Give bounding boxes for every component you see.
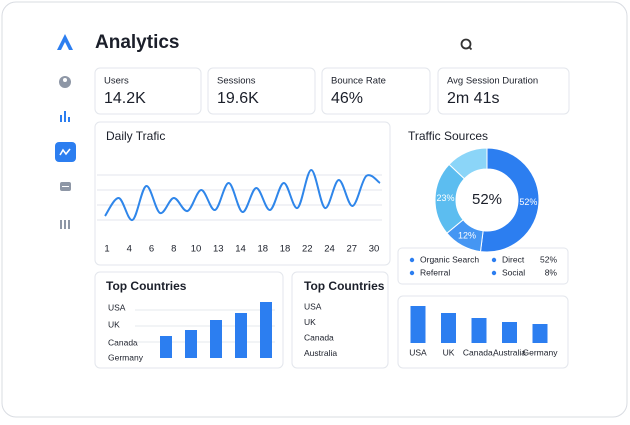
x-tick-label: 6 (149, 244, 154, 255)
bar (185, 330, 197, 358)
logo (57, 34, 73, 50)
card-title: Top Countries (304, 279, 385, 293)
card-title: Top Countries (106, 279, 187, 293)
legend-value: 52% (540, 254, 557, 264)
x-tick-label: 14 (235, 244, 246, 255)
x-tick-label: Canada, (463, 347, 495, 357)
row-label: UK (108, 319, 120, 329)
bar (410, 306, 426, 343)
kpi-card (94, 67, 202, 115)
legend-dot (409, 257, 415, 263)
donut-segment (448, 147, 488, 180)
legend-dot (409, 270, 415, 276)
legend-value: 8% (545, 267, 558, 277)
sidebar (55, 76, 76, 229)
x-tick-label: USA (409, 347, 427, 357)
card-title: Daily Trafic (106, 129, 165, 143)
x-tick-label: 18 (257, 244, 268, 255)
bar (235, 313, 247, 358)
kpi-card (321, 67, 431, 115)
x-tick-label: 13 (213, 244, 224, 255)
nav-profile[interactable] (59, 76, 71, 88)
bar (160, 336, 172, 358)
legend-label: Social (502, 267, 525, 277)
row-label: Germany (108, 352, 144, 362)
bar (502, 322, 517, 343)
kpi-value: 19.6K (217, 90, 259, 107)
row-label: USA (108, 302, 126, 312)
legend-label: Organic Search (420, 254, 479, 264)
bar (210, 320, 222, 358)
legend-dot (491, 270, 497, 276)
card-title: Traffic Sources (408, 129, 488, 143)
legend-label: Referral (420, 267, 450, 277)
nav-settings[interactable] (60, 220, 70, 229)
kpi-label: Avg Session Duration (447, 76, 538, 87)
kpi-card (207, 67, 316, 115)
x-tick-label: Germany (523, 347, 559, 357)
bar (441, 313, 456, 343)
x-tick-label: Australia (493, 347, 526, 357)
bar (532, 324, 548, 343)
search-button[interactable] (460, 38, 473, 51)
segment-label: 12% (458, 231, 476, 241)
bar (471, 318, 487, 343)
donut-center-label: 52% (472, 191, 502, 208)
segment-label: 52% (519, 197, 537, 207)
daily-traffic-card (94, 121, 391, 266)
kpi-value: 2m 41s (447, 90, 499, 107)
top-countries-list-card (291, 271, 389, 369)
traffic-line (104, 168, 381, 221)
list-item: Australia (304, 348, 337, 358)
segment-label: 23% (437, 193, 455, 203)
x-tick-label: 24 (324, 244, 335, 255)
nav-messages[interactable] (60, 182, 71, 191)
bar (260, 302, 272, 358)
donut-segment (479, 147, 540, 253)
row-label: Canada (108, 337, 138, 347)
x-tick-label: 8 (171, 244, 176, 255)
x-tick-label: UK (443, 347, 455, 357)
kpi-card (437, 67, 570, 115)
kpi-label: Bounce Rate (331, 76, 386, 87)
x-tick-label: 22 (302, 244, 313, 255)
nav-reports[interactable] (60, 111, 70, 122)
x-tick-label: 27 (346, 244, 357, 255)
nav-analytics[interactable] (55, 142, 76, 162)
x-tick-label: 10 (191, 244, 202, 255)
x-tick-label: 1 (104, 244, 109, 255)
kpi-label: Users (104, 76, 129, 87)
legend-dot (491, 257, 497, 263)
list-item: UK (304, 317, 316, 327)
x-tick-label: 30 (369, 244, 380, 255)
x-tick-label: 18 (280, 244, 291, 255)
kpi-value: 14.2K (104, 90, 146, 107)
kpi-label: Sessions (217, 76, 256, 87)
page-title: Analytics (95, 32, 179, 53)
legend-label: Direct (502, 254, 525, 264)
list-item: Canada (304, 332, 334, 342)
list-item: USA (304, 301, 322, 311)
kpi-value: 46% (331, 90, 363, 107)
x-tick-label: 4 (127, 244, 132, 255)
